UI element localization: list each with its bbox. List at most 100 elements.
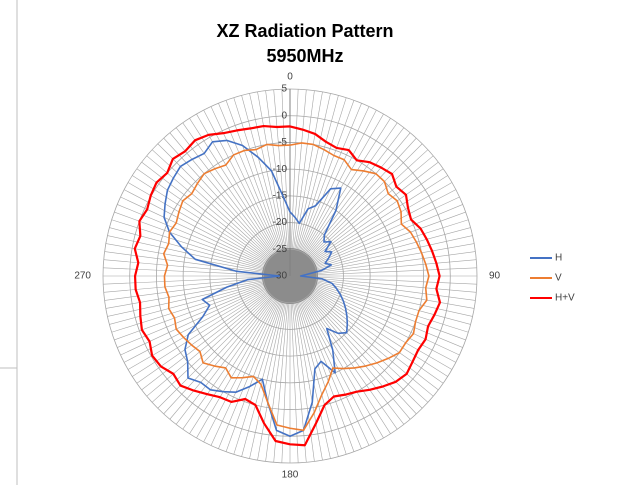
spoke: [289, 90, 315, 277]
spoke: [289, 113, 384, 277]
radial-tick-label: 0: [281, 110, 287, 121]
spoke: [289, 275, 323, 461]
spoke: [289, 275, 448, 377]
spoke: [241, 275, 291, 457]
spoke: [225, 275, 291, 452]
chart-title: XZ Radiation Pattern: [216, 21, 393, 41]
spoke: [289, 91, 323, 277]
spoke: [241, 95, 291, 277]
spoke: [289, 259, 477, 277]
spoke: [289, 275, 444, 384]
radial-tick-label: 5: [281, 84, 287, 95]
spoke: [210, 275, 291, 446]
spoke: [289, 235, 473, 277]
spoke: [151, 149, 291, 277]
spoke: [289, 103, 362, 277]
spoke: [103, 267, 291, 277]
spoke: [107, 275, 291, 317]
spoke: [114, 275, 291, 341]
spoke: [289, 149, 429, 277]
spoke: [141, 161, 291, 277]
angle-label: 0: [287, 72, 293, 83]
spoke: [289, 89, 299, 277]
spoke: [289, 275, 466, 341]
spoke: [281, 89, 291, 277]
spoke: [114, 211, 291, 277]
spoke: [289, 275, 339, 457]
spoke: [273, 89, 291, 277]
spoke: [289, 275, 477, 285]
legend-label: V: [555, 273, 562, 284]
spoke: [233, 97, 291, 277]
spoke: [289, 97, 347, 277]
spoke: [189, 275, 291, 434]
spoke: [120, 196, 291, 277]
spoke: [289, 204, 463, 277]
spoke: [273, 275, 291, 463]
spoke: [257, 91, 291, 277]
spoke: [257, 275, 291, 461]
spoke: [163, 275, 291, 415]
spoke: [210, 106, 291, 277]
spoke: [151, 275, 291, 403]
spoke: [289, 118, 391, 277]
spoke: [127, 182, 291, 277]
spoke: [189, 118, 291, 277]
spoke: [289, 182, 453, 277]
spoke: [105, 275, 291, 309]
spoke: [169, 275, 291, 420]
spoke: [289, 122, 398, 277]
spoke: [123, 189, 291, 277]
spoke: [203, 109, 291, 277]
radial-tick-label: -15: [273, 190, 288, 201]
spoke: [289, 275, 475, 309]
radial-tick-label: -10: [273, 164, 288, 175]
spoke: [289, 89, 307, 277]
spoke: [289, 275, 355, 452]
spoke: [289, 275, 362, 449]
angle-label: 90: [489, 271, 501, 282]
spoke: [289, 161, 439, 277]
spoke: [132, 275, 291, 377]
spoke: [289, 132, 411, 277]
spoke: [146, 155, 291, 277]
angle-label: 180: [282, 470, 299, 481]
spoke: [289, 251, 476, 277]
spoke: [146, 275, 291, 397]
spoke: [289, 275, 405, 425]
spoke: [289, 275, 384, 439]
plot-area: [133, 124, 442, 447]
spoke: [289, 93, 331, 277]
spoke: [289, 275, 460, 356]
spoke: [289, 275, 434, 397]
legend-label: H: [555, 253, 562, 264]
series-line: [133, 124, 442, 447]
spoke: [289, 275, 331, 459]
spoke: [196, 275, 291, 439]
spoke: [249, 93, 291, 277]
spoke: [289, 95, 339, 277]
spoke: [289, 275, 473, 317]
radial-tick-label: -25: [273, 244, 288, 255]
spoke: [163, 137, 291, 277]
spoke: [289, 137, 417, 277]
series-line: [162, 142, 430, 432]
spoke: [289, 275, 439, 391]
spoke: [289, 168, 444, 277]
spoke: [132, 175, 291, 277]
spoke: [182, 122, 291, 277]
spoke: [289, 275, 417, 415]
spoke: [289, 109, 377, 277]
spoke: [182, 275, 291, 430]
spoke: [289, 275, 471, 325]
spoke: [289, 275, 429, 403]
spoke: [289, 275, 307, 463]
spoke: [289, 155, 434, 277]
spoke: [111, 219, 291, 277]
spoke: [249, 275, 291, 459]
spoke: [281, 275, 291, 463]
spoke: [157, 143, 291, 277]
spoke: [127, 275, 291, 370]
radial-tick-label: -20: [273, 217, 288, 228]
chart-subtitle: 5950MHz: [266, 46, 343, 66]
